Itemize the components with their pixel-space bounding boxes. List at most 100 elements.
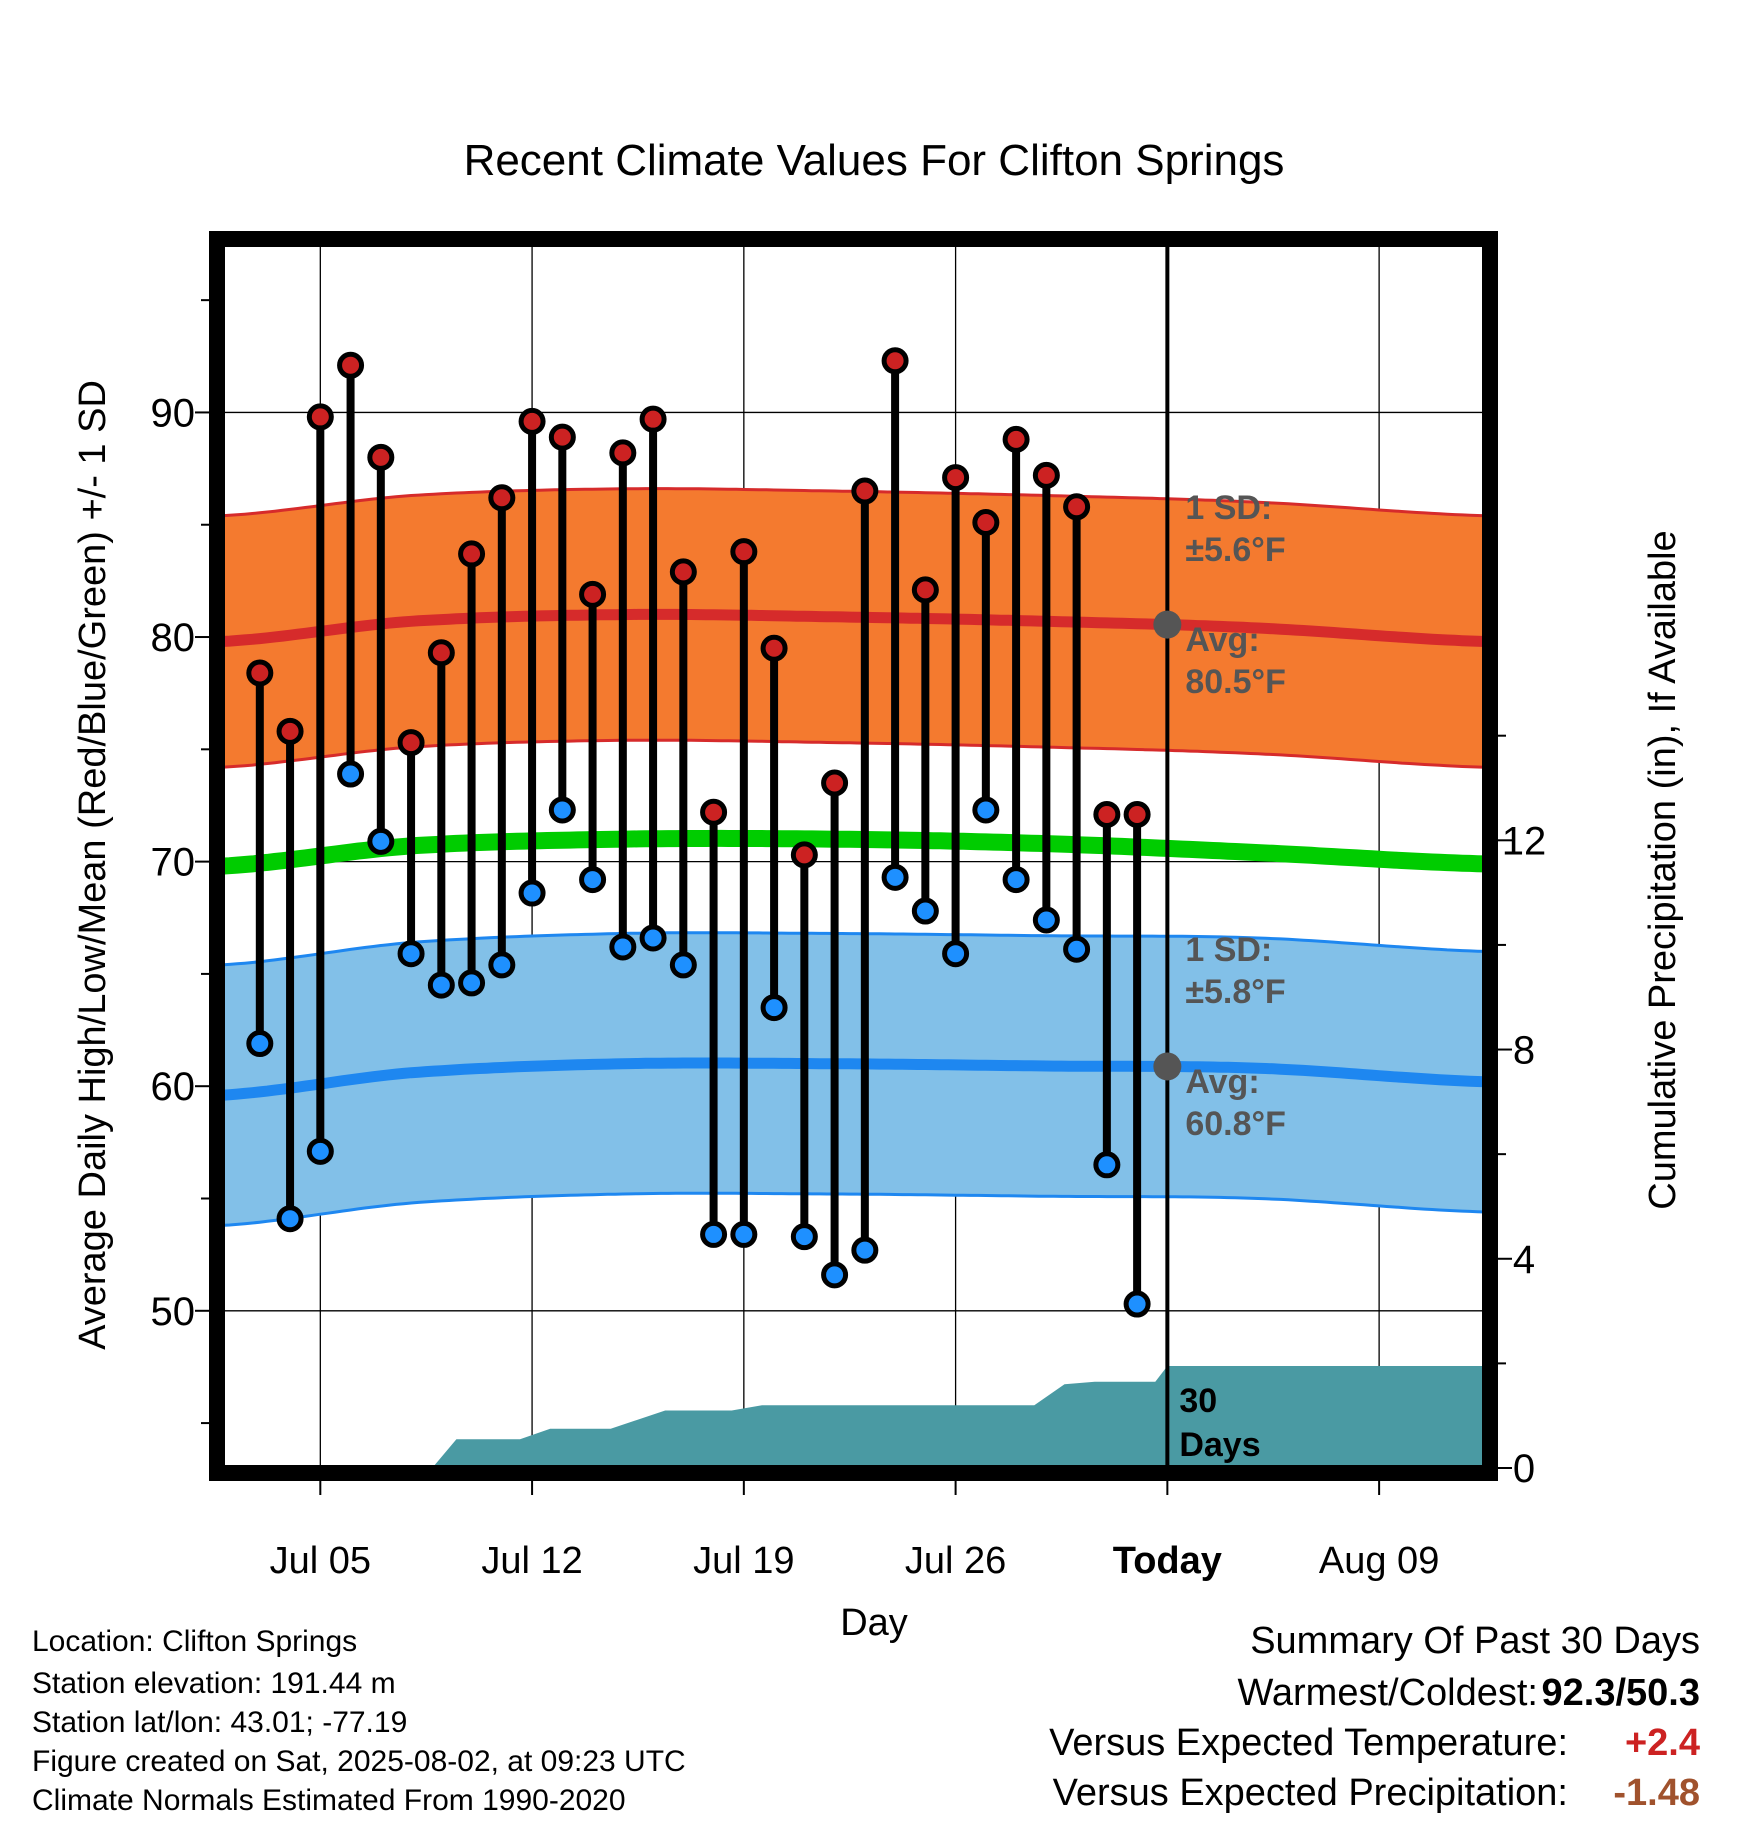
daily-high-point [367, 443, 395, 471]
daily-low-point [609, 933, 637, 961]
y-tick-label: 50 [151, 1290, 196, 1334]
warm-cold-value: 92.3/50.3 [1541, 1672, 1701, 1714]
chart-title: Recent Climate Values For Clifton Spring… [464, 136, 1285, 185]
summary-heading: Summary Of Past 30 Days [1250, 1620, 1700, 1662]
temp-vs-expected-label: Versus Expected Temperature: [1049, 1722, 1568, 1764]
high-avg-today-marker [1153, 610, 1182, 639]
low-sd-band [222, 932, 1485, 1226]
mean-line [221, 829, 1486, 875]
low-sd-upper-line [221, 931, 1486, 967]
daily-high-point [1093, 800, 1121, 828]
plot-frame [209, 231, 1498, 1481]
daily-high-point [972, 508, 1000, 536]
daily-bars [246, 244, 1170, 1468]
daily-high-point [246, 659, 274, 687]
low-sd-label-line2: ±5.8°F [1185, 973, 1285, 1011]
daily-high-point [609, 439, 637, 467]
daily-low-point [306, 1137, 334, 1165]
daily-low-point [367, 827, 395, 855]
daily-high-point [488, 484, 516, 512]
figure-created: Figure created on Sat, 2025-08-02, at 09… [32, 1745, 686, 1778]
daily-high-point [1032, 461, 1060, 489]
daily-low-point [579, 866, 607, 894]
low-sd-label-line1: 1 SD: [1185, 931, 1272, 969]
y-tick-label: 70 [151, 841, 196, 885]
daily-low-point [458, 969, 486, 997]
x-axis-label: Day [840, 1602, 908, 1644]
y-tick-label: 80 [151, 616, 196, 660]
high-avg-label-line1: Avg: [1185, 621, 1259, 659]
daily-low-point [730, 1220, 758, 1248]
y2-tick-label: 0 [1513, 1447, 1535, 1491]
high-avg-line [221, 608, 1486, 647]
low-sd-lower-line [221, 1191, 1486, 1227]
y-tick-label: 90 [151, 391, 196, 435]
daily-high-point [911, 576, 939, 604]
x-tick-label: Jul 19 [693, 1540, 794, 1582]
daily-low-point [337, 760, 365, 788]
precip-area [332, 1366, 1485, 1468]
daily-low-point [790, 1223, 818, 1251]
daily-high-point [1123, 800, 1151, 828]
x-tick-label: Jul 12 [481, 1540, 582, 1582]
y2-tick-label: 12 [1502, 819, 1547, 863]
precip-vs-expected-value: -1.48 [1613, 1772, 1700, 1814]
daily-low-point [1123, 1290, 1151, 1318]
daily-high-point [760, 634, 788, 662]
y2-tick-label: 4 [1513, 1238, 1535, 1282]
daily-low-point [548, 796, 576, 824]
precip-window-label-line2: Days [1179, 1426, 1260, 1464]
daily-low-point [1093, 1151, 1121, 1179]
low-avg-line [221, 1057, 1486, 1101]
daily-low-point [821, 1261, 849, 1289]
high-sd-label-line2: ±5.6°F [1185, 531, 1285, 569]
daily-high-point [276, 717, 304, 745]
warm-cold-label: Warmest/Coldest: [1237, 1672, 1538, 1714]
daily-low-point [1032, 906, 1060, 934]
daily-high-point [548, 423, 576, 451]
precip-window-label-line1: 30 [1179, 1382, 1217, 1420]
daily-low-point [518, 879, 546, 907]
daily-low-point [760, 994, 788, 1022]
daily-low-point [851, 1236, 879, 1264]
annotations: 1 SD: ±5.6°F Avg: 80.5°F 1 SD: ±5.8°F Avg: 60.8… [1153, 489, 1286, 1464]
daily-high-point [851, 477, 879, 505]
temp-vs-expected-value: +2.4 [1624, 1722, 1700, 1764]
high-sd-label-line1: 1 SD: [1185, 489, 1272, 527]
daily-high-point [337, 351, 365, 379]
y-axis-label: Average Daily High/Low/Mean (Red/Blue/Gr… [72, 380, 114, 1350]
x-tick-label: Aug 09 [1319, 1540, 1439, 1582]
y-tick-label: 60 [151, 1065, 196, 1109]
daily-high-point [427, 639, 455, 667]
daily-high-point [1002, 425, 1030, 453]
daily-high-point [518, 407, 546, 435]
axes: 50 60 70 80 90 0 4 8 12 Jul 05 Jul 12 Jul 19 Jul 26 T… [151, 299, 1547, 1582]
low-avg-today-marker [1153, 1052, 1182, 1081]
low-avg-label-line1: Avg: [1185, 1063, 1259, 1101]
station-elevation: Station elevation: 191.44 m [32, 1667, 396, 1700]
daily-low-point [276, 1205, 304, 1233]
daily-low-point [942, 940, 970, 968]
plot-border [209, 231, 1498, 1481]
high-avg-label-line2: 80.5°F [1185, 663, 1286, 701]
daily-high-point [821, 769, 849, 797]
daily-high-point [397, 729, 425, 757]
daily-high-point [306, 403, 334, 431]
coldest-value: 50.3 [1626, 1672, 1700, 1714]
x-tick-label: Jul 26 [905, 1540, 1006, 1582]
daily-high-point [1063, 493, 1091, 521]
daily-low-point [427, 971, 455, 999]
daily-high-point [458, 540, 486, 568]
low-avg-label-line2: 60.8°F [1185, 1105, 1286, 1143]
precip-cumulative-area [332, 1366, 1485, 1468]
daily-low-point [1063, 935, 1091, 963]
daily-high-point [790, 841, 818, 869]
daily-high-point [579, 580, 607, 608]
y2-tick-label: 8 [1513, 1029, 1535, 1073]
x-tick-label: Today [1113, 1540, 1222, 1582]
daily-low-point [881, 863, 909, 891]
station-location: Location: Clifton Springs [32, 1625, 358, 1658]
x-tick-label: Jul 05 [270, 1540, 371, 1582]
daily-high-point [700, 798, 728, 826]
